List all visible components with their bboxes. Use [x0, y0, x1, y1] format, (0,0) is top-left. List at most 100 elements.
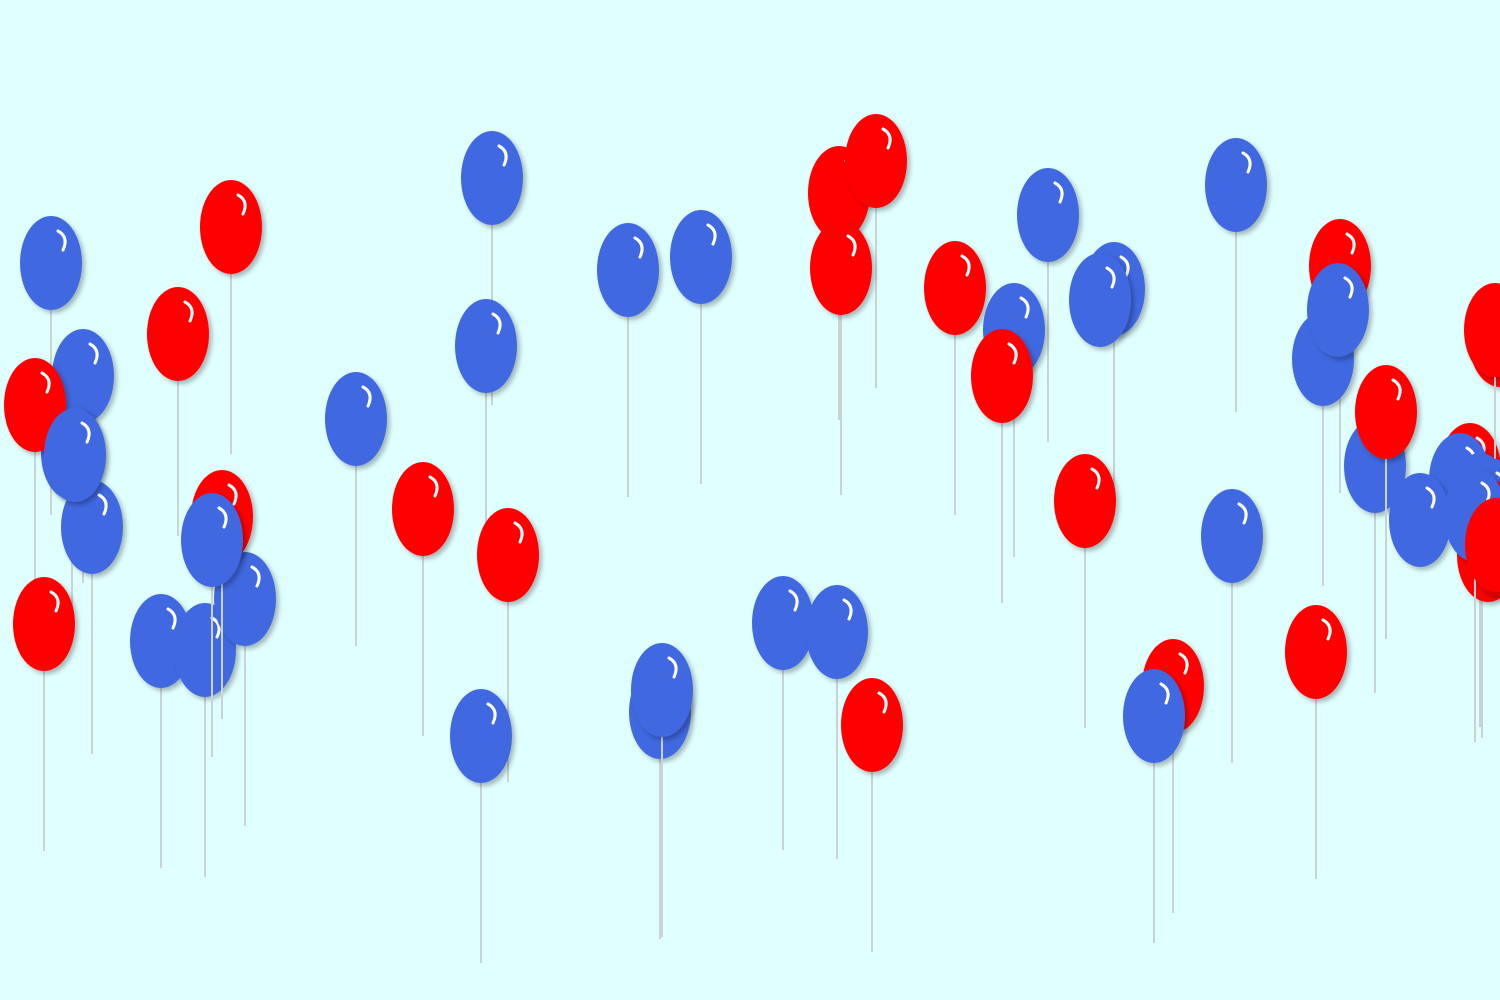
red-balloon[interactable]: [1285, 605, 1347, 879]
balloon-highlight: [1343, 276, 1354, 299]
balloon-body: [631, 643, 693, 737]
balloon-body: [810, 221, 872, 315]
balloon-highlight: [97, 493, 108, 516]
balloon-highlight: [513, 521, 524, 544]
balloon-highlight: [56, 229, 67, 252]
balloon-body: [200, 180, 262, 274]
balloon-highlight: [1237, 502, 1248, 525]
balloon-body: [752, 576, 814, 670]
balloon-body: [1054, 454, 1116, 548]
balloon-highlight: [1019, 296, 1030, 319]
balloon-highlight: [846, 234, 857, 257]
balloon-body: [1285, 605, 1347, 699]
balloon-highlight: [250, 565, 261, 588]
balloon-body: [1465, 498, 1500, 592]
blue-balloon[interactable]: [806, 585, 868, 859]
balloon-highlight: [1090, 467, 1101, 490]
red-balloon[interactable]: [810, 221, 872, 495]
red-balloon[interactable]: [1355, 365, 1417, 639]
balloon-body: [1355, 365, 1417, 459]
balloon-highlight: [497, 144, 508, 167]
red-balloon[interactable]: [841, 678, 903, 952]
blue-balloon[interactable]: [61, 480, 123, 754]
red-balloon[interactable]: [392, 462, 454, 736]
balloon-highlight: [960, 254, 971, 277]
balloon-body: [461, 131, 523, 225]
balloon-body: [181, 493, 243, 587]
balloon-body: [20, 216, 82, 310]
balloon-highlight: [842, 598, 853, 621]
balloon-highlight: [1178, 652, 1189, 675]
balloon-body: [845, 114, 907, 208]
balloon-body: [841, 678, 903, 772]
balloon-highlight: [1241, 151, 1252, 174]
blue-balloon[interactable]: [631, 643, 693, 937]
balloon-highlight: [667, 656, 678, 679]
red-balloon[interactable]: [1054, 454, 1116, 728]
balloon-highlight: [1495, 471, 1500, 478]
balloon-body: [1069, 253, 1131, 347]
balloon-highlight: [227, 483, 238, 506]
red-balloon[interactable]: [924, 241, 986, 515]
red-balloon[interactable]: [147, 287, 209, 536]
balloon-body: [450, 689, 512, 783]
balloon-highlight: [1119, 255, 1130, 278]
blue-balloon[interactable]: [181, 493, 243, 757]
balloon-highlight: [633, 236, 644, 259]
balloon-body: [392, 462, 454, 556]
balloon-body: [1307, 263, 1369, 357]
balloon-highlight: [40, 371, 51, 394]
balloon-highlight: [236, 193, 247, 216]
balloon-body: [1201, 489, 1263, 583]
blue-balloon[interactable]: [1205, 138, 1267, 412]
red-balloon[interactable]: [200, 180, 262, 454]
balloon-body: [971, 329, 1033, 423]
blue-balloon[interactable]: [1123, 669, 1185, 943]
balloon-highlight: [1159, 682, 1170, 705]
balloon-body: [147, 287, 209, 381]
balloon-body: [1389, 473, 1451, 567]
balloon-highlight: [1105, 266, 1116, 289]
balloon-body: [455, 299, 517, 393]
balloon-layer: [4, 114, 1500, 963]
blue-balloon[interactable]: [597, 223, 659, 497]
balloon-body: [1205, 138, 1267, 232]
balloon-highlight: [788, 589, 799, 612]
balloon-highlight: [217, 506, 228, 529]
balloon-highlight: [166, 607, 177, 630]
red-balloon[interactable]: [971, 329, 1033, 603]
balloon-highlight: [1007, 342, 1018, 365]
blue-balloon[interactable]: [670, 210, 732, 484]
balloon-highlight: [210, 616, 221, 639]
balloon-highlight: [1425, 486, 1436, 509]
blue-balloon[interactable]: [752, 576, 814, 850]
balloon-body: [44, 408, 106, 502]
balloon-body: [13, 577, 75, 671]
balloon-highlight: [80, 421, 91, 444]
balloon-highlight: [428, 475, 439, 498]
balloon-body: [1123, 669, 1185, 763]
balloon-highlight: [88, 342, 99, 365]
blue-balloon[interactable]: [44, 408, 106, 502]
red-balloon[interactable]: [13, 577, 75, 851]
blue-balloon[interactable]: [1069, 253, 1131, 347]
balloon-highlight: [881, 127, 892, 150]
red-balloon[interactable]: [1465, 498, 1500, 592]
balloon-body: [670, 210, 732, 304]
balloon-highlight: [1321, 618, 1332, 641]
blue-balloon[interactable]: [1307, 263, 1369, 357]
blue-balloon[interactable]: [1017, 168, 1079, 442]
balloon-body: [806, 585, 868, 679]
balloon-highlight: [49, 590, 60, 613]
balloon-highlight: [183, 300, 194, 323]
red-balloon[interactable]: [845, 114, 907, 388]
blue-balloon[interactable]: [1389, 473, 1451, 567]
balloon-highlight: [877, 691, 888, 714]
blue-balloon[interactable]: [325, 372, 387, 646]
balloon-highlight: [361, 385, 372, 408]
blue-balloon[interactable]: [1201, 489, 1263, 763]
balloon-body: [477, 508, 539, 602]
balloon-body: [924, 241, 986, 335]
blue-balloon[interactable]: [450, 689, 512, 963]
